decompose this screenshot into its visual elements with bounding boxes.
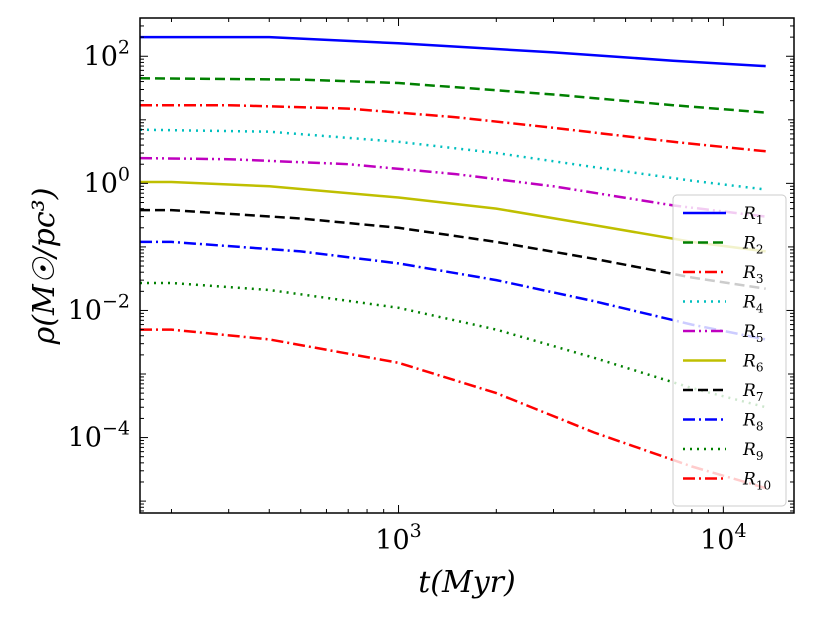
legend-label-r4: R4: [742, 293, 764, 316]
legend-label-r1: R1: [742, 204, 763, 227]
legend-label-r3: R3: [742, 263, 763, 286]
legend-label-r8: R8: [742, 411, 763, 434]
legend-label-r5: R5: [742, 322, 763, 345]
legend-label-r6: R6: [742, 352, 763, 375]
series-line-r8: [140, 240, 766, 341]
y-axis-label: ρ(M☉/pc³): [27, 188, 62, 346]
series-line-r4: [140, 128, 766, 191]
x-tick-label: 103: [375, 520, 421, 556]
y-tick-label: 102: [84, 36, 130, 72]
legend-label-r9: R9: [742, 440, 763, 463]
legend-label-r7: R7: [742, 381, 763, 404]
x-axis-label: t(Myr): [418, 565, 515, 600]
legend: [672, 194, 787, 507]
legend-label-r2: R2: [742, 234, 763, 257]
y-tick-label: 10−2: [68, 290, 130, 326]
y-tick-label: 10−4: [68, 418, 130, 454]
y-tick-label: 100: [84, 163, 130, 199]
x-tick-label: 104: [700, 520, 746, 556]
series-line-r1: [140, 35, 766, 68]
legend-label-r10: R10: [742, 470, 771, 493]
series-line-r2: [140, 77, 766, 114]
series-line-r3: [140, 103, 766, 153]
plot-frame: [139, 17, 795, 514]
